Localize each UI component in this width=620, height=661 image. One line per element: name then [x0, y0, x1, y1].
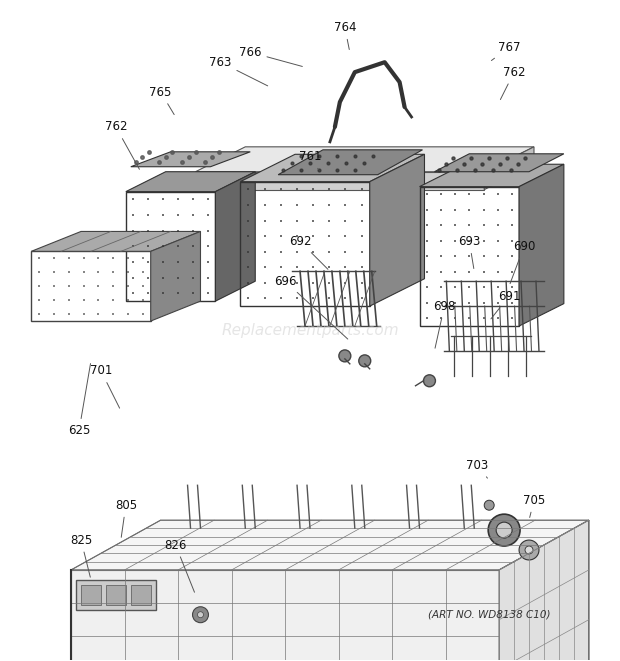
Polygon shape: [71, 520, 589, 570]
Text: 766: 766: [239, 46, 303, 67]
Text: 825: 825: [70, 533, 92, 577]
Text: 625: 625: [68, 364, 91, 437]
Text: 762: 762: [105, 120, 140, 169]
Circle shape: [525, 546, 533, 554]
Polygon shape: [519, 164, 564, 326]
Bar: [76, 580, 156, 609]
Polygon shape: [131, 152, 250, 167]
Text: 701: 701: [90, 364, 120, 408]
Circle shape: [198, 611, 203, 618]
Circle shape: [488, 514, 520, 546]
Polygon shape: [31, 231, 200, 251]
Circle shape: [193, 607, 208, 623]
Polygon shape: [435, 154, 564, 172]
Text: 761: 761: [299, 150, 321, 169]
Text: 705: 705: [523, 494, 545, 518]
Bar: [131, 585, 151, 605]
Circle shape: [359, 355, 371, 367]
Text: Replacementparts.com: Replacementparts.com: [221, 323, 399, 338]
Polygon shape: [499, 520, 589, 661]
Text: 762: 762: [500, 65, 525, 100]
Text: 693: 693: [458, 235, 480, 268]
Text: 805: 805: [115, 498, 137, 537]
Text: 764: 764: [334, 21, 356, 50]
Text: 826: 826: [164, 539, 195, 592]
Circle shape: [496, 522, 512, 538]
Polygon shape: [151, 231, 200, 321]
Text: 763: 763: [209, 56, 268, 86]
Circle shape: [484, 500, 494, 510]
Polygon shape: [241, 154, 425, 182]
Bar: [81, 585, 101, 605]
Text: 765: 765: [149, 85, 174, 114]
Circle shape: [423, 375, 435, 387]
Bar: [106, 585, 126, 605]
Text: 703: 703: [466, 459, 489, 478]
Circle shape: [339, 350, 351, 362]
Polygon shape: [126, 172, 255, 192]
Text: (ART NO. WD8138 C10): (ART NO. WD8138 C10): [428, 609, 551, 620]
Text: 691: 691: [491, 290, 520, 319]
Text: 690: 690: [510, 240, 535, 284]
Polygon shape: [420, 164, 564, 186]
Circle shape: [519, 540, 539, 560]
Polygon shape: [195, 172, 484, 190]
Polygon shape: [215, 172, 255, 301]
Polygon shape: [370, 154, 425, 306]
Text: 698: 698: [433, 299, 456, 348]
Text: 692: 692: [289, 235, 328, 269]
Text: 696: 696: [274, 275, 348, 339]
Text: 767: 767: [492, 41, 520, 61]
Polygon shape: [484, 147, 534, 190]
Polygon shape: [71, 570, 499, 661]
Polygon shape: [278, 150, 422, 175]
Polygon shape: [195, 147, 534, 172]
